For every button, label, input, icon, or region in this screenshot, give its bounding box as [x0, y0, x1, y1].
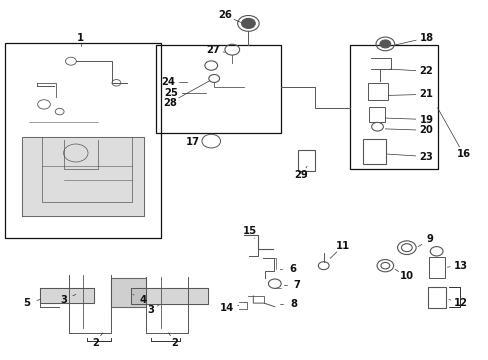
Bar	[367, 83, 387, 100]
Bar	[428, 257, 444, 278]
Text: 13: 13	[453, 261, 467, 271]
Text: 9: 9	[426, 234, 433, 244]
Bar	[427, 287, 446, 308]
Text: 6: 6	[288, 264, 295, 274]
Polygon shape	[22, 137, 144, 216]
Text: 23: 23	[419, 152, 432, 162]
Text: 8: 8	[289, 299, 296, 309]
Text: 4: 4	[139, 294, 146, 305]
Text: 16: 16	[456, 149, 469, 159]
Text: 5: 5	[23, 298, 30, 308]
Circle shape	[241, 18, 255, 28]
Text: 22: 22	[419, 66, 432, 76]
Text: 11: 11	[335, 240, 350, 251]
Text: 10: 10	[399, 271, 413, 282]
Text: 26: 26	[218, 10, 231, 20]
Text: 20: 20	[419, 125, 432, 135]
Polygon shape	[40, 288, 94, 303]
Text: 3: 3	[60, 294, 67, 305]
Text: 3: 3	[147, 305, 154, 315]
Bar	[298, 150, 315, 171]
Polygon shape	[131, 288, 207, 304]
Text: 28: 28	[163, 98, 177, 108]
Text: 27: 27	[205, 45, 219, 55]
Text: 18: 18	[419, 33, 432, 43]
Text: 1: 1	[77, 33, 84, 43]
Text: 29: 29	[293, 170, 307, 180]
Circle shape	[379, 40, 390, 48]
Text: 25: 25	[164, 88, 178, 98]
Bar	[156, 45, 281, 133]
Bar	[368, 107, 384, 122]
Bar	[349, 45, 437, 169]
Bar	[362, 139, 386, 164]
Text: 2: 2	[171, 338, 178, 348]
Text: 14: 14	[220, 303, 234, 313]
Text: 19: 19	[419, 114, 432, 125]
Text: 15: 15	[242, 226, 256, 236]
Text: 12: 12	[453, 298, 467, 308]
Text: 17: 17	[186, 137, 200, 147]
Text: 7: 7	[293, 280, 300, 290]
Bar	[5, 43, 161, 238]
Text: 2: 2	[92, 338, 99, 348]
Polygon shape	[111, 278, 145, 307]
Text: 24: 24	[162, 77, 175, 87]
Text: 21: 21	[419, 89, 432, 99]
